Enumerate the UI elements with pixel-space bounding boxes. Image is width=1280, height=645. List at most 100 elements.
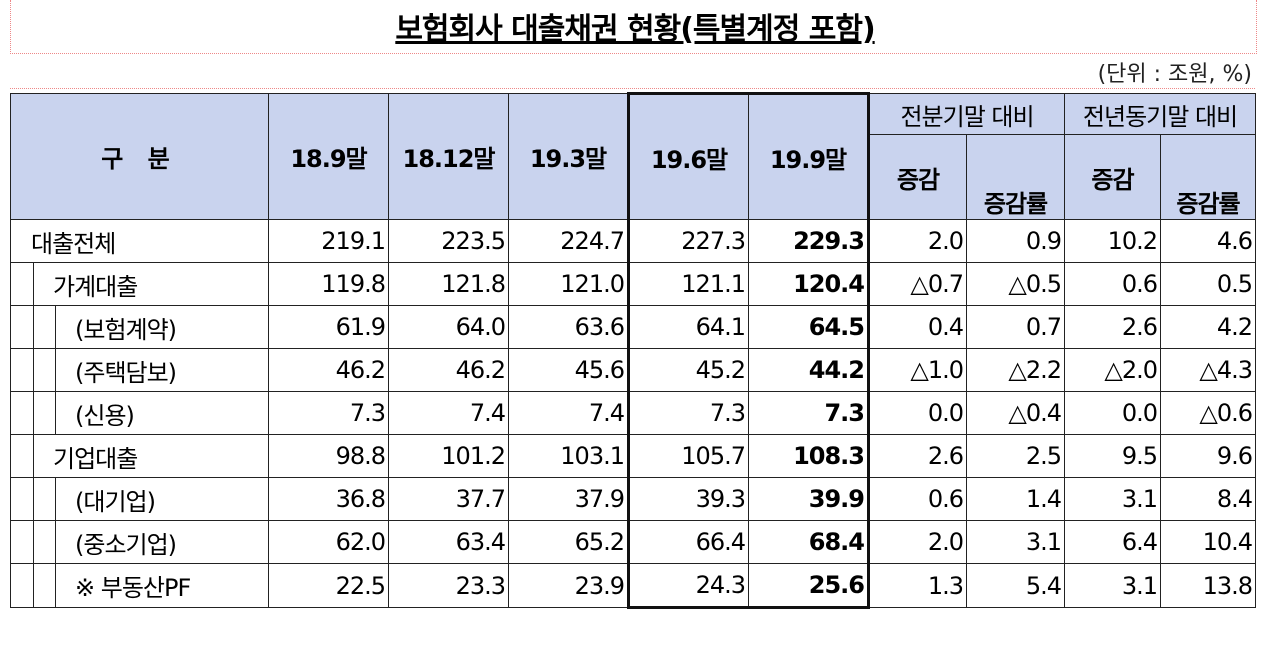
value-cell: 39.9 xyxy=(748,477,870,521)
value-cell: 7.3 xyxy=(748,391,870,435)
title: 보험회사 대출채권 현황(특별계정 포함) xyxy=(395,12,875,47)
value-cell: △2.0 xyxy=(1064,348,1162,392)
value-cell: 44.2 xyxy=(748,348,870,392)
value-cell: 121.0 xyxy=(508,262,629,306)
value-cell: 8.4 xyxy=(1160,477,1257,521)
value-cell: 37.9 xyxy=(508,477,629,521)
value-cell: 3.1 xyxy=(1064,563,1162,608)
value-cell: 101.2 xyxy=(388,434,509,478)
value-cell: 23.9 xyxy=(508,563,629,608)
value-cell: 223.5 xyxy=(388,219,509,263)
data-row: (대기업) 36.8 37.7 37.9 39.3 39.9 0.6 1.4 3.1 8.4 xyxy=(10,477,1257,521)
value-cell: 45.6 xyxy=(508,348,629,392)
value-cell: △0.5 xyxy=(965,262,1066,306)
value-cell: 121.1 xyxy=(627,262,749,306)
value-cell: △0.4 xyxy=(965,391,1066,435)
data-row: 기업대출 98.8 101.2 103.1 105.7 108.3 2.6 2.5 9.5 9.6 xyxy=(10,434,1257,478)
header-cell: 전분기말 대비 xyxy=(867,93,1066,135)
indent-line xyxy=(55,305,56,349)
header-cell: 구 분 xyxy=(10,93,269,220)
value-cell: 7.4 xyxy=(388,391,509,435)
row-label: (신용) xyxy=(10,391,269,435)
page-frame xyxy=(10,0,1257,54)
indent-line xyxy=(33,520,34,564)
value-cell: 119.8 xyxy=(268,262,389,306)
value-cell: 46.2 xyxy=(388,348,509,392)
value-cell: 2.6 xyxy=(868,434,967,478)
value-cell: 3.1 xyxy=(1064,477,1162,521)
value-cell: 45.2 xyxy=(627,348,749,392)
indent-line xyxy=(55,348,56,392)
indent-line xyxy=(33,305,34,349)
indent-line xyxy=(55,563,56,608)
header-cell: 증감 xyxy=(868,134,967,220)
value-cell: 22.5 xyxy=(268,563,389,608)
value-cell: △4.3 xyxy=(1160,348,1257,392)
value-cell: 10.2 xyxy=(1064,219,1162,263)
row-label: 대출전체 xyxy=(10,219,269,263)
value-cell: 0.5 xyxy=(1160,262,1257,306)
header-cell: 19.9말 xyxy=(748,92,870,220)
value-cell: 68.4 xyxy=(748,520,870,564)
value-cell: 36.8 xyxy=(268,477,389,521)
value-cell: 7.4 xyxy=(508,391,629,435)
value-cell: 229.3 xyxy=(748,219,870,263)
value-cell: 13.8 xyxy=(1160,563,1257,608)
row-label: (중소기업) xyxy=(10,520,269,564)
value-cell: 64.1 xyxy=(627,305,749,349)
data-row: 가계대출 119.8 121.8 121.0 121.1 120.4 △0.7 △0.5 0.6… xyxy=(10,262,1257,306)
header-row: 증감 증감률 증감 증감률 xyxy=(11,134,1257,220)
indent-line xyxy=(33,348,34,392)
value-cell: 3.1 xyxy=(965,520,1066,564)
value-cell: 0.9 xyxy=(965,219,1066,263)
value-cell: 2.0 xyxy=(868,520,967,564)
header-cell: 전년동기말 대비 xyxy=(1064,93,1257,135)
value-cell: △1.0 xyxy=(868,348,967,392)
value-cell: 46.2 xyxy=(268,348,389,392)
table-body: 대출전체 219.1 223.5 224.7 227.3 229.3 2.0 0.9 10.2 4… xyxy=(10,219,1257,609)
value-cell: △0.6 xyxy=(1160,391,1257,435)
row-label: ※ 부동산PF xyxy=(10,563,269,608)
value-cell: 7.3 xyxy=(268,391,389,435)
table-header: 구 분 18.9말 18.12말 19.3말 19.6말 19.9말 전분기말 대비 전년동기… xyxy=(10,92,1257,220)
value-cell: 224.7 xyxy=(508,219,629,263)
value-cell: 0.0 xyxy=(1064,391,1162,435)
indent-line xyxy=(33,563,34,608)
indent-line xyxy=(33,477,34,521)
value-cell: 121.8 xyxy=(388,262,509,306)
indent-line xyxy=(33,262,34,306)
value-cell: 105.7 xyxy=(627,434,749,478)
unit: (단위 : 조원, %) xyxy=(1097,62,1252,87)
header-cell: 증감률 xyxy=(1160,134,1257,220)
value-cell: 66.4 xyxy=(627,520,749,564)
value-cell: 39.3 xyxy=(627,477,749,521)
indent-line xyxy=(55,477,56,521)
value-cell: △2.2 xyxy=(965,348,1066,392)
row-label: 가계대출 xyxy=(10,262,269,306)
value-cell: 120.4 xyxy=(748,262,870,306)
value-cell: 61.9 xyxy=(268,305,389,349)
row-label: 기업대출 xyxy=(10,434,269,478)
value-cell: 63.4 xyxy=(388,520,509,564)
header-cell: 18.12말 xyxy=(388,93,509,220)
value-cell: 2.6 xyxy=(1064,305,1162,349)
value-cell: 64.5 xyxy=(748,305,870,349)
value-cell: 0.6 xyxy=(868,477,967,521)
row-label: (주택담보) xyxy=(10,348,269,392)
value-cell: △0.7 xyxy=(868,262,967,306)
header-row: 구 분 18.9말 18.12말 19.3말 19.6말 19.9말 전분기말 대비 전년동기… xyxy=(10,92,1257,220)
value-cell: 64.0 xyxy=(388,305,509,349)
value-cell: 0.4 xyxy=(868,305,967,349)
data-row: 대출전체 219.1 223.5 224.7 227.3 229.3 2.0 0.9 10.2 4… xyxy=(10,219,1257,263)
indent-line xyxy=(33,434,34,478)
value-cell: 5.4 xyxy=(965,563,1066,608)
header-cell: 증감 xyxy=(1064,134,1162,220)
value-cell: 6.4 xyxy=(1064,520,1162,564)
value-cell: 219.1 xyxy=(268,219,389,263)
value-cell: 4.2 xyxy=(1160,305,1257,349)
page-frame xyxy=(10,88,1255,89)
header-cell: 19.3말 xyxy=(508,93,629,220)
value-cell: 2.0 xyxy=(868,219,967,263)
value-cell: 37.7 xyxy=(388,477,509,521)
